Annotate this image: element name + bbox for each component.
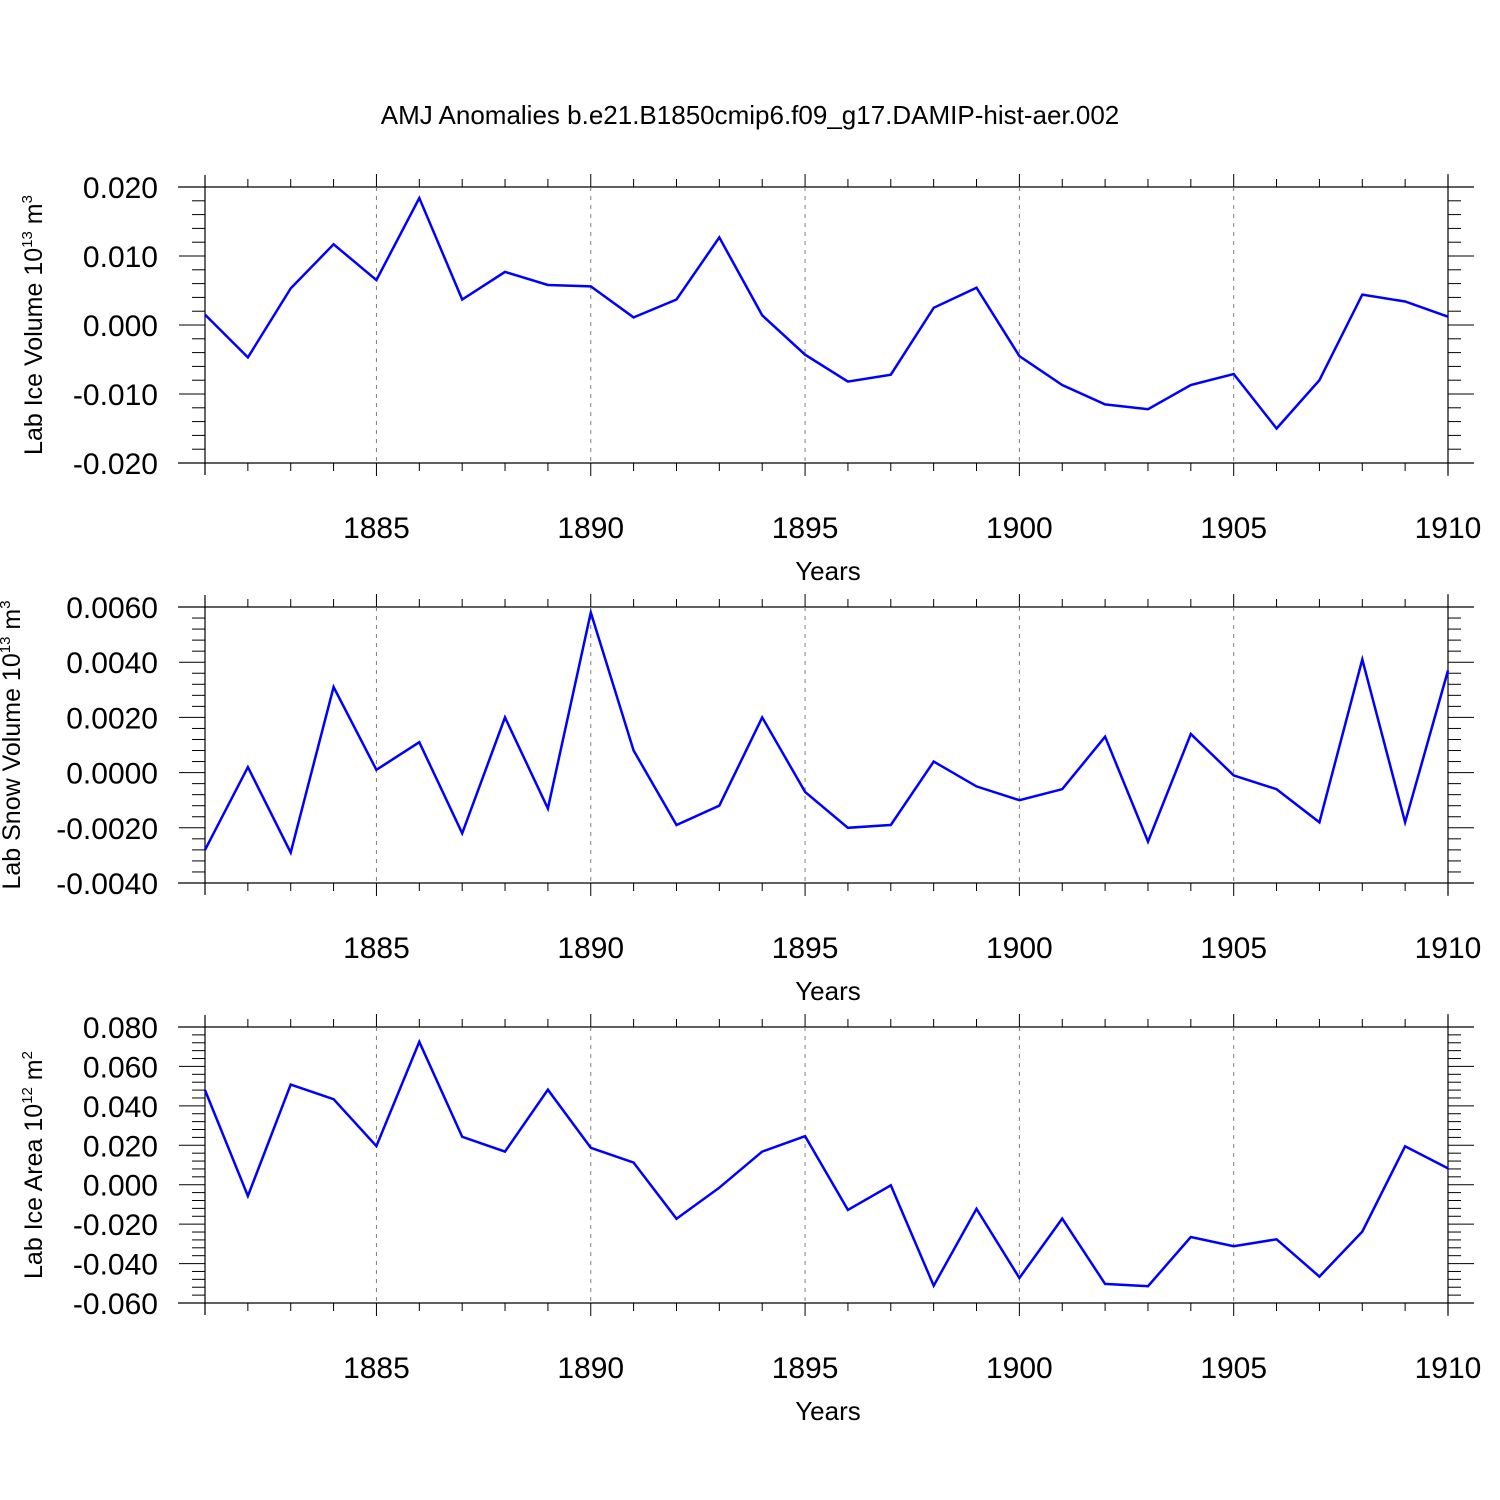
y-tick-label: -0.040 — [73, 1249, 158, 1282]
y-tick-label: -0.020 — [73, 1209, 158, 1242]
x-tick-label: 1905 — [1200, 1352, 1267, 1385]
y-tick-label: -0.020 — [73, 448, 158, 481]
y-label-unit: m — [0, 609, 26, 637]
x-tick-label: 1910 — [1415, 932, 1482, 965]
series-line — [203, 1038, 1449, 1289]
y-tick-label: -0.060 — [73, 1288, 158, 1321]
x-tick-label: 1885 — [343, 512, 410, 545]
x-tick-label: 1885 — [343, 1352, 410, 1385]
x-axis-label: Years — [795, 556, 861, 586]
x-axis-label: Years — [795, 976, 861, 1006]
y-label-exponent: 13 — [0, 637, 14, 654]
y-tick-label: 0.040 — [83, 1091, 158, 1124]
x-tick-label: 1890 — [557, 1352, 624, 1385]
x-tick-label: 1910 — [1415, 1352, 1482, 1385]
y-tick-label: -0.0020 — [56, 813, 158, 846]
y-tick-label: 0.060 — [83, 1051, 158, 1084]
y-tick-label: 0.010 — [83, 241, 158, 274]
x-axis-label: Years — [795, 1396, 861, 1426]
x-tick-label: 1905 — [1200, 512, 1267, 545]
panel-3: 1885 1890 1895 1900 1905 1910 Years 0.080 0.060 0… — [19, 1012, 1481, 1426]
y-tick-label: 0.000 — [83, 310, 158, 343]
y-tick-label: 0.020 — [83, 1130, 158, 1163]
y-label-unit-exponent: 2 — [19, 1051, 36, 1059]
y-tick-label: 0.080 — [83, 1012, 158, 1045]
y-label-main: Lab Ice Area 10 — [20, 1104, 48, 1279]
x-tick-label: 1890 — [557, 932, 624, 965]
y-tick-label: 0.0040 — [66, 647, 158, 680]
x-tick-label: 1910 — [1415, 512, 1482, 545]
y-tick-label: 0.0060 — [66, 592, 158, 625]
x-tick-label: 1900 — [986, 1352, 1053, 1385]
y-label-unit-exponent: 3 — [0, 600, 14, 608]
x-tick-label: 1885 — [343, 932, 410, 965]
x-tick-label: 1900 — [986, 512, 1053, 545]
x-tick-label: 1905 — [1200, 932, 1267, 965]
y-axis-label: Lab Snow Volume 1013 m3 — [0, 600, 26, 889]
y-label-unit-exponent: 3 — [19, 195, 36, 203]
x-tick-label: 1895 — [772, 1352, 839, 1385]
y-label-unit: m — [20, 1059, 48, 1087]
y-label-exponent: 12 — [19, 1087, 36, 1104]
x-tick-label: 1890 — [557, 512, 624, 545]
y-label-main: Lab Ice Volume 10 — [20, 248, 48, 455]
series-line — [204, 195, 1449, 431]
x-tick-label: 1895 — [772, 932, 839, 965]
y-label-main: Lab Snow Volume 10 — [0, 653, 26, 889]
series-line — [203, 607, 1450, 857]
y-tick-label: -0.0040 — [56, 868, 158, 901]
chart-title: AMJ Anomalies b.e21.B1850cmip6.f09_g17.D… — [381, 100, 1120, 130]
x-tick-label: 1895 — [772, 512, 839, 545]
y-axis-label: Lab Ice Area 1012 m2 — [19, 1051, 48, 1279]
panel-2: 1885 1890 1895 1900 1905 1910 Years 0.0060 0.004… — [0, 592, 1481, 1006]
y-tick-label: 0.020 — [83, 172, 158, 205]
x-tick-label: 1900 — [986, 932, 1053, 965]
y-label-exponent: 13 — [19, 231, 36, 248]
y-label-unit: m — [20, 203, 48, 231]
y-axis-label: Lab Ice Volume 1013 m3 — [19, 195, 48, 455]
y-tick-label: 0.0020 — [66, 702, 158, 735]
y-tick-label: -0.010 — [73, 379, 158, 412]
y-tick-label: 0.000 — [83, 1170, 158, 1203]
panel-1: 1885 1890 1895 1900 1905 1910 Years 0.020 0.010 0… — [19, 172, 1481, 586]
y-tick-label: 0.0000 — [66, 758, 158, 791]
